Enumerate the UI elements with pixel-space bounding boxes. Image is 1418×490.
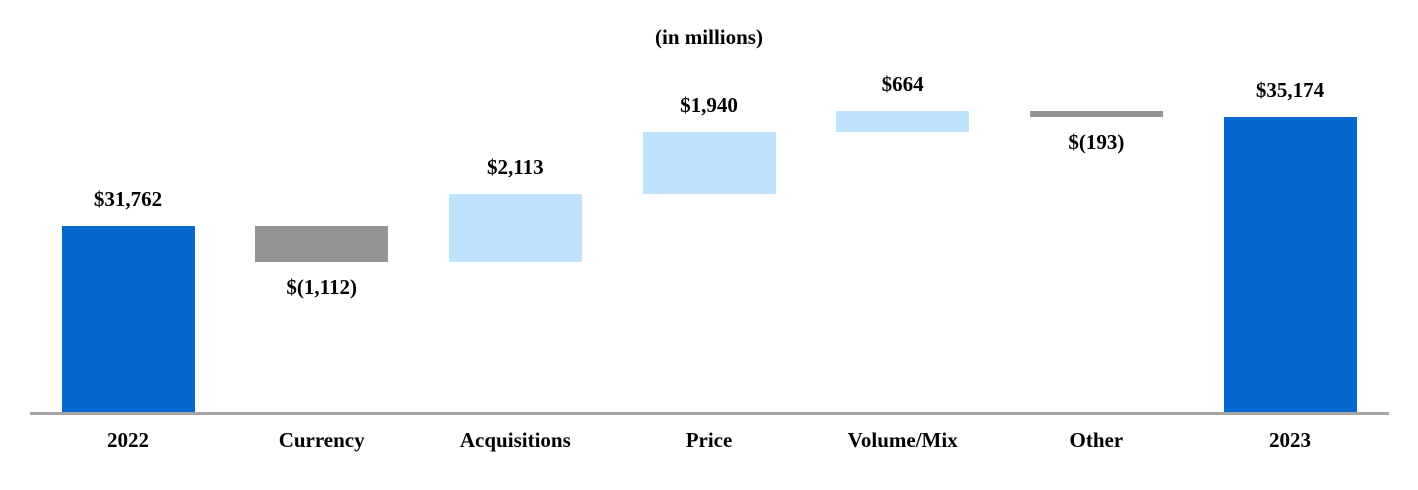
x-axis-line [30,412,1389,415]
category-label-2023: 2023 [1269,428,1312,452]
waterfall-bar-acquisitions [448,194,582,262]
category-label-2022: 2022 [107,428,149,452]
category-label-other: Other [1069,428,1124,452]
bar-value-label-2023: $35,174 [1255,78,1325,102]
waterfall-bar-price [642,132,776,194]
category-label-currency: Currency [278,428,365,452]
bar-value-label-2022: $31,762 [93,187,163,211]
bar-value-label-acquisitions: $2,113 [487,155,544,179]
bar-value-label-currency: $(1,112) [286,275,357,299]
category-label-volume-mix: Volume/Mix [847,428,958,452]
waterfall-bar-volume-mix [836,111,970,132]
category-label-acquisitions: Acquisitions [459,428,571,452]
category-label-price: Price [685,428,733,452]
waterfall-bar-2022 [61,226,195,412]
waterfall-bar-2023 [1223,117,1357,412]
waterfall-bar-currency [255,226,389,262]
bar-value-label-volume-mix: $664 [881,72,924,96]
waterfall-bar-other [1029,111,1163,117]
chart-title: (in millions) [655,25,763,49]
bar-value-label-other: $(193) [1068,130,1125,154]
bar-value-label-price: $1,940 [680,93,738,117]
